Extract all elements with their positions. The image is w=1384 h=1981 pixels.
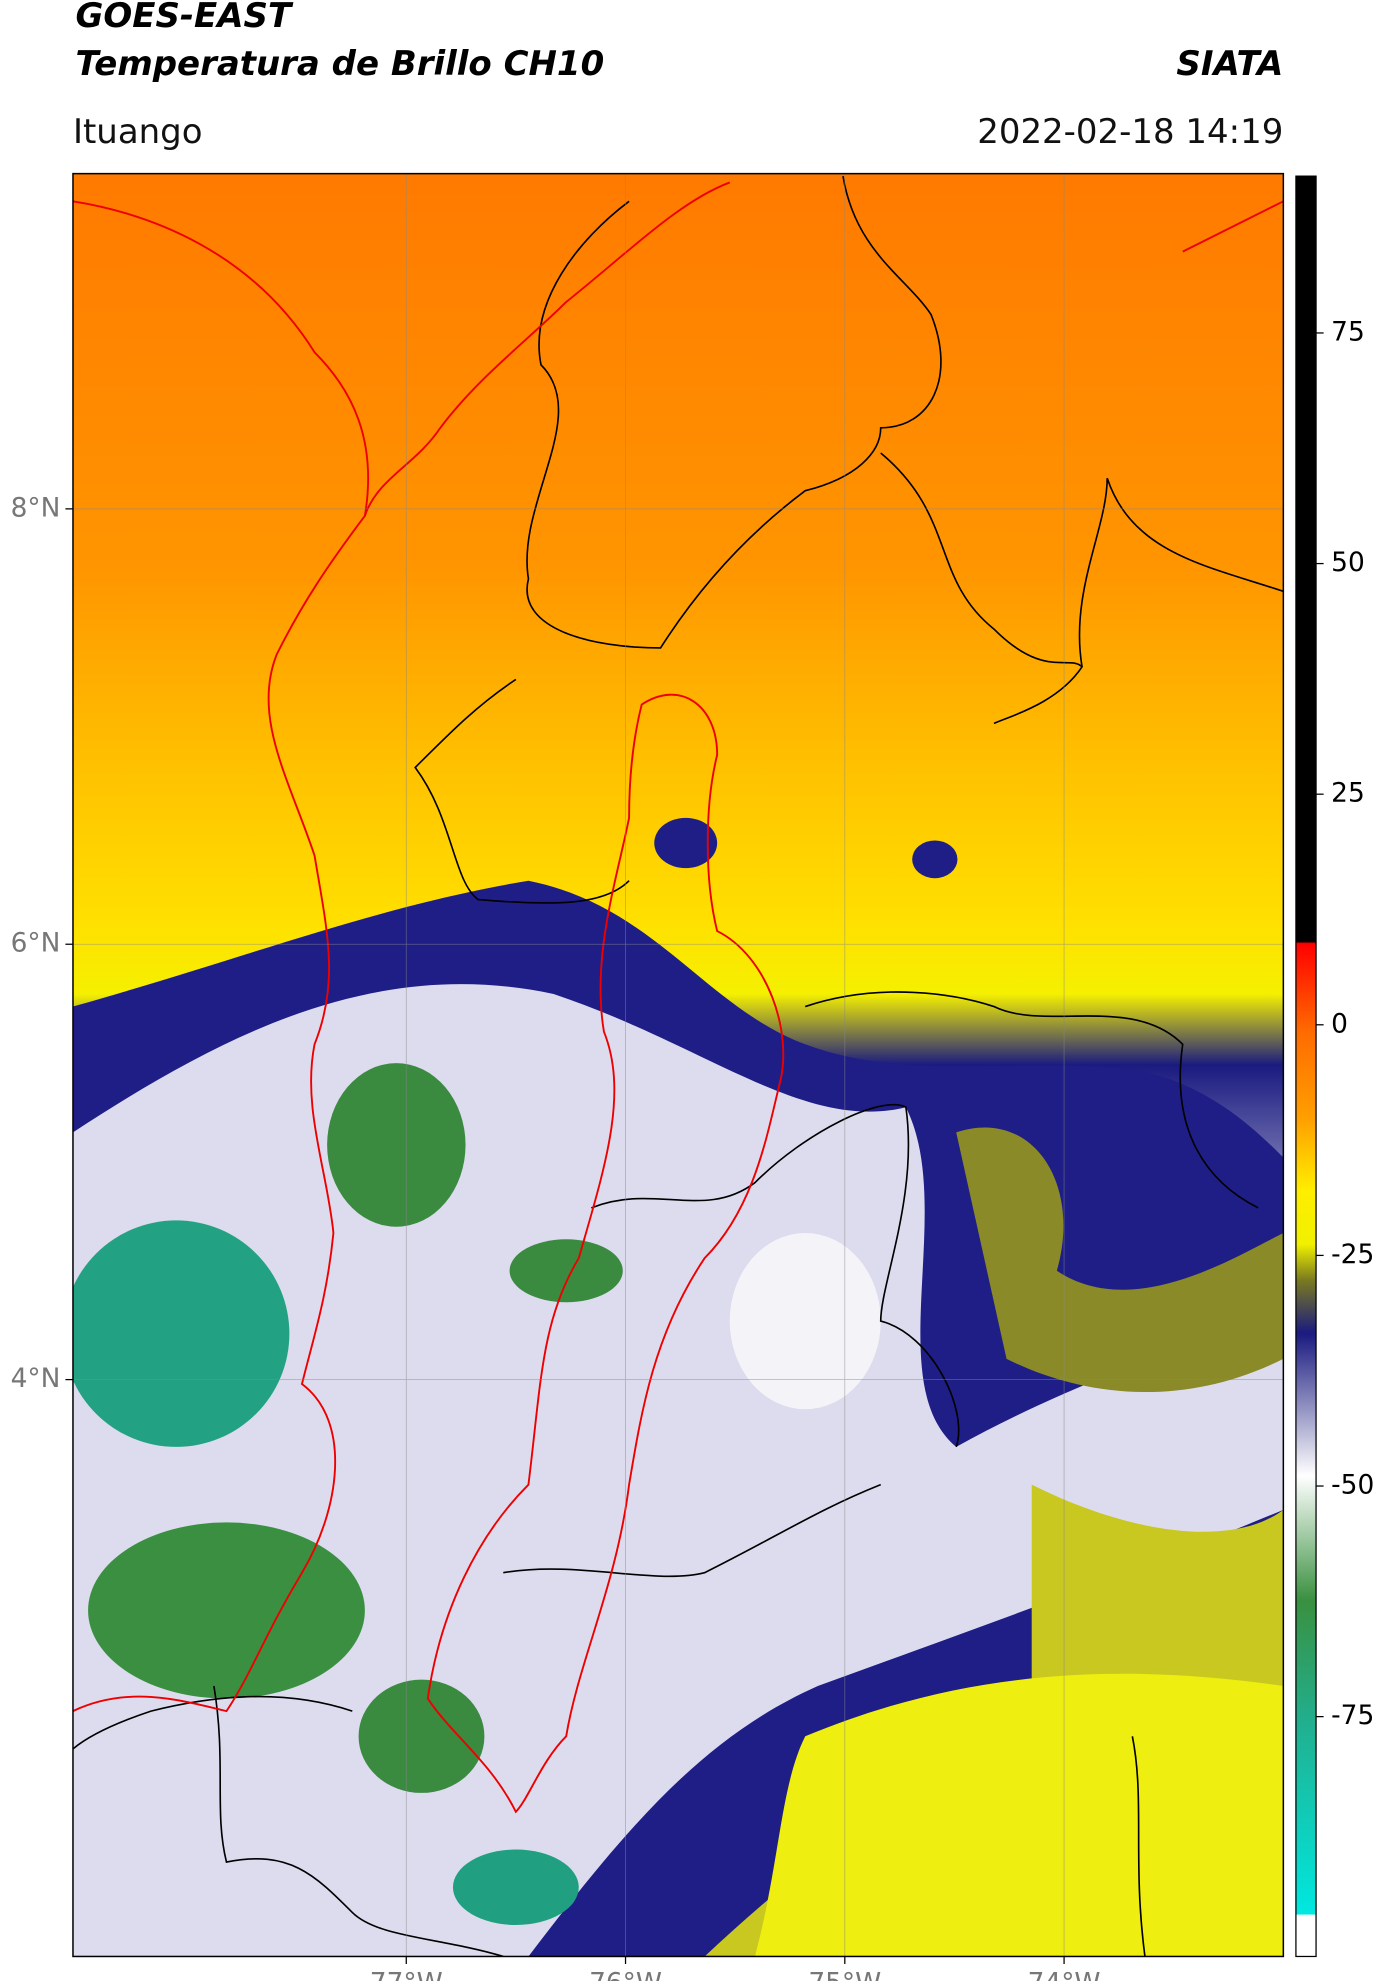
y-tick-label: 4°N [11,1363,61,1394]
source: SIATA [1176,44,1283,84]
colorbar-tick-label: -75 [1331,1700,1374,1731]
map-image [72,173,1284,1957]
colorbar-tick-label: -25 [1331,1239,1374,1270]
subtitle: Temperatura de Brillo CH10 [75,44,604,84]
map-frame [72,172,1285,1958]
colorbar-tick-label: 50 [1331,547,1365,578]
x-tick-label: 76°W [589,1968,662,1981]
colorbar-tick-label: 25 [1331,778,1365,809]
x-tick-label: 75°W [808,1968,881,1981]
location: Ituango [73,112,203,152]
timestamp: 2022-02-18 14:19 [977,112,1283,152]
colorbar-tick-label: 0 [1331,1008,1348,1039]
y-tick-label: 8°N [11,492,61,523]
colorbar-tick-label: -50 [1331,1470,1374,1501]
colorbar [1295,175,1317,1958]
y-tick-label: 6°N [11,928,61,959]
x-tick-label: 74°W [1028,1968,1101,1981]
x-tick-label: 77°W [370,1968,443,1981]
colorbar-tick-label: 75 [1331,316,1365,347]
title: GOES-EAST [75,0,293,36]
